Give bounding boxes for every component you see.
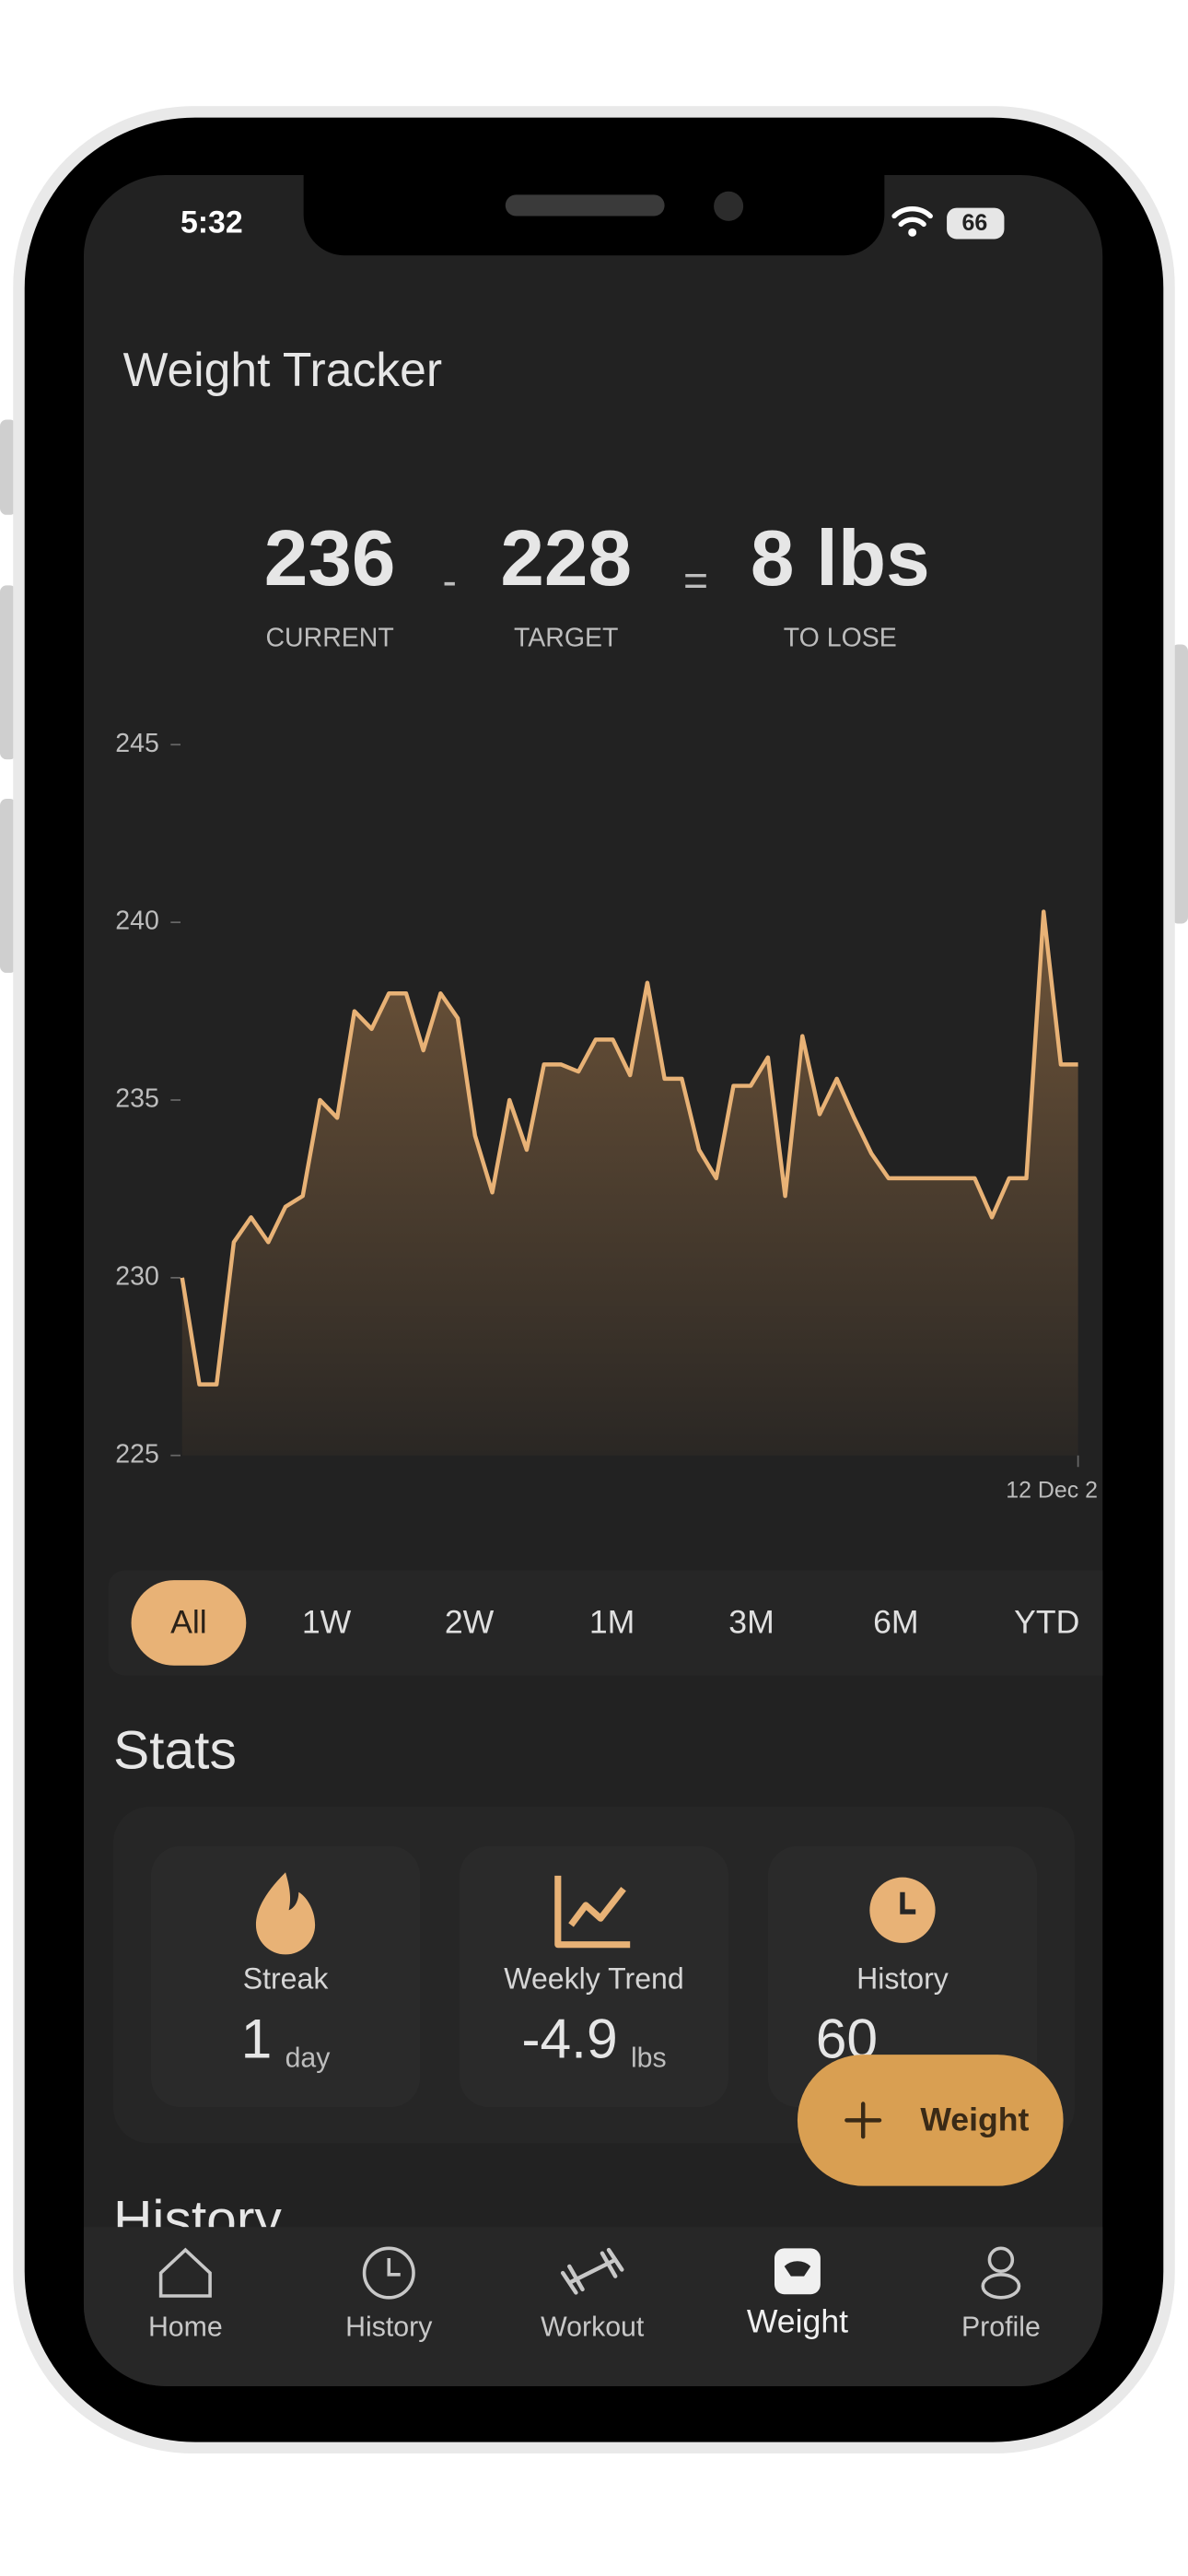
stat-card [459, 1845, 729, 2108]
y-tick-label: 245 [115, 729, 159, 758]
range-option[interactable]: 1W [302, 1604, 352, 1641]
stat-unit: day [285, 2043, 332, 2073]
stat-number: 1 [241, 2008, 273, 2070]
stat-unit: lbs [631, 2043, 667, 2073]
range-pill-selected[interactable] [131, 1580, 247, 1666]
y-tick-label: 230 [115, 1261, 159, 1291]
side-button [0, 799, 17, 973]
range-bar [108, 1570, 1103, 1676]
current-label: CURRENT [265, 624, 393, 653]
target-label: TARGET [514, 624, 618, 653]
difference-label: TO LOSE [784, 624, 897, 653]
page-title: Weight Tracker [123, 343, 442, 396]
y-tick-label: 240 [115, 907, 159, 936]
weight-dial [784, 2261, 811, 2277]
history-hands [387, 2258, 401, 2277]
wifi-dot [908, 228, 917, 237]
minus-sign: - [442, 556, 456, 604]
status-time: 5:32 [181, 205, 243, 240]
y-tick-label: 225 [115, 1439, 159, 1469]
screen: 5:32 66 Weight Tracker 236 CURRENT - 228… [83, 174, 1103, 2387]
stat-number: -4.9 [521, 2008, 617, 2070]
speaker [505, 194, 665, 217]
x-tick-label: 12 Dec 2 [1006, 1478, 1098, 1504]
side-button [0, 419, 17, 515]
stat-label: Weekly Trend [504, 1961, 683, 1995]
range-option[interactable]: All [170, 1604, 207, 1641]
weight-chart: 225 230 235 240 245 12 Dec 2 [115, 729, 1098, 1504]
stat-label: Streak [243, 1961, 330, 1995]
nav-items: Home History Workout Weight Profile [148, 2246, 1041, 2343]
profile-body [981, 2273, 1021, 2300]
y-tick-label: 235 [115, 1084, 159, 1114]
weight-line [180, 909, 1078, 1387]
wifi-icon [891, 206, 933, 228]
nav-label[interactable]: History [345, 2313, 433, 2343]
stats-title: Stats [113, 1721, 237, 1781]
stat-value: -4.9 lbs [521, 2008, 666, 2074]
home-icon [158, 2247, 212, 2298]
plus-icon [844, 2102, 882, 2139]
stat-label: History [856, 1961, 949, 1995]
stat-card [767, 1845, 1038, 2108]
weight-difference: 8 lbs [751, 515, 930, 603]
profile-head [987, 2246, 1015, 2274]
equals-sign: = [683, 556, 708, 604]
camera [714, 191, 744, 221]
current-weight: 236 [264, 515, 396, 603]
nav-label[interactable]: Workout [541, 2313, 645, 2343]
area [181, 911, 1078, 1456]
clock-hands [900, 1891, 916, 1914]
battery-level: 66 [961, 210, 987, 236]
range-option[interactable]: YTD [1014, 1604, 1079, 1641]
side-button [0, 585, 17, 760]
history-icon [362, 2246, 415, 2300]
stat-value: 1 day [241, 2008, 332, 2074]
nav-label[interactable]: Home [148, 2313, 223, 2343]
battery-icon [947, 207, 1005, 240]
range-option[interactable]: 3M [728, 1604, 775, 1641]
trend-icon [554, 1875, 631, 1949]
flame-icon [255, 1872, 316, 1955]
target-weight: 228 [500, 515, 632, 603]
range-option[interactable]: 6M [873, 1604, 918, 1641]
add-weight-button[interactable]: Weight [797, 2055, 1064, 2186]
bottom-nav [83, 2227, 1103, 2387]
nav-label[interactable]: Profile [961, 2313, 1041, 2343]
stat-card [150, 1845, 421, 2108]
workout-icon [560, 2247, 624, 2295]
range-option[interactable]: 2W [445, 1604, 495, 1641]
fab-background[interactable] [797, 2055, 1064, 2186]
range-option[interactable]: 1M [589, 1604, 635, 1641]
fab-label[interactable]: Weight [920, 2102, 1029, 2138]
nav-label[interactable]: Weight [747, 2303, 848, 2340]
range-selector: All 1W 2W 1M 3M 6M YTD [131, 1580, 1079, 1666]
side-button [1171, 644, 1188, 924]
